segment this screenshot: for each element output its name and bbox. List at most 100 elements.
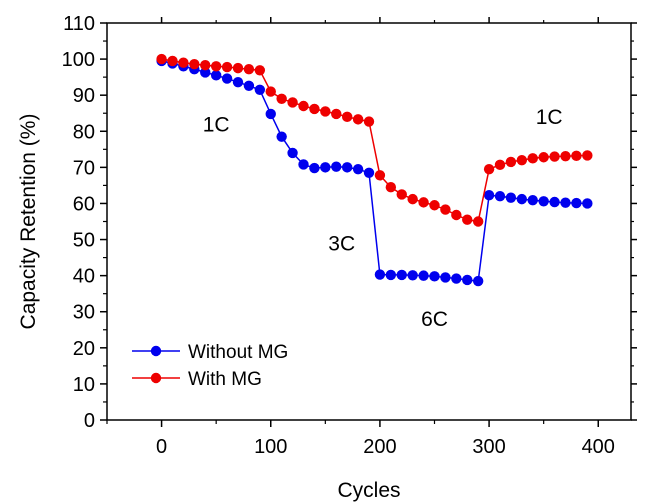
x-tick-label: 300 (472, 436, 505, 458)
data-point (156, 53, 167, 65)
data-point (407, 193, 418, 205)
data-point (352, 114, 364, 125)
y-tick-label: 30 (73, 302, 95, 324)
series-line (161, 58, 588, 223)
rate-annotation: 3C (328, 232, 355, 255)
x-axis-title: Cycles (337, 479, 400, 502)
data-point (320, 162, 331, 173)
x-tick-label: 200 (363, 436, 396, 458)
data-point (407, 270, 418, 281)
data-point (243, 63, 255, 75)
data-point (331, 161, 342, 172)
data-point (462, 214, 473, 225)
data-point (429, 200, 440, 211)
plot-frame (106, 22, 632, 421)
annotation-layer: 1C 3C 6C 1C (203, 106, 563, 331)
data-point (200, 67, 211, 78)
data-point (418, 270, 429, 281)
data-point (396, 269, 407, 281)
series-1 (156, 53, 593, 227)
data-point (472, 216, 484, 227)
data-point (440, 272, 451, 283)
y-tick-label: 0 (84, 410, 95, 432)
series-layer (156, 53, 593, 287)
data-point (276, 93, 287, 104)
data-point (560, 197, 571, 208)
data-point (418, 197, 429, 208)
data-point (298, 100, 309, 112)
data-point (254, 84, 266, 95)
data-point (396, 189, 407, 200)
tick-layer: 0 100 200 300 400 0 10 20 30 40 50 60 70 80 90 100 110 (62, 13, 637, 458)
data-point (200, 60, 211, 71)
x-tick-label: 400 (582, 436, 615, 458)
y-tick-label: 100 (62, 49, 95, 71)
series-0 (156, 55, 593, 287)
legend: Without MG With MG (132, 342, 288, 390)
rate-annotation: 1C (536, 106, 563, 129)
data-point (560, 150, 571, 162)
data-point (341, 162, 353, 173)
data-point (549, 151, 560, 162)
data-point (571, 197, 582, 209)
data-point (210, 61, 222, 72)
data-point (385, 182, 397, 193)
data-point (341, 111, 353, 123)
y-tick-label: 50 (73, 230, 95, 252)
plot-border (106, 22, 632, 421)
y-tick-label: 110 (63, 13, 95, 35)
data-point (210, 70, 222, 81)
data-point (374, 170, 386, 181)
data-point (582, 198, 593, 209)
data-point (287, 97, 298, 108)
rate-annotation: 6C (421, 308, 448, 331)
data-point (189, 58, 200, 70)
data-point (221, 73, 233, 84)
data-point (516, 193, 528, 205)
data-point (363, 167, 375, 178)
data-point (385, 269, 397, 281)
rate-annotation: 1C (203, 113, 230, 136)
data-point (527, 195, 538, 206)
data-point (494, 191, 506, 202)
data-point (265, 86, 276, 97)
data-point (451, 209, 462, 221)
data-point (221, 61, 233, 73)
legend-marker (150, 372, 162, 384)
data-point (440, 204, 451, 215)
legend-label: With MG (188, 369, 262, 390)
data-point (331, 108, 342, 120)
data-point (571, 150, 582, 162)
y-tick-label: 80 (73, 121, 95, 143)
y-tick-label: 40 (73, 266, 95, 288)
data-point (309, 103, 320, 115)
data-point (298, 159, 309, 170)
y-axis-title: Capacity Retention (%) (17, 114, 40, 330)
data-point (232, 62, 244, 74)
data-point (178, 57, 189, 68)
data-point (167, 55, 178, 67)
data-point (276, 131, 287, 142)
data-point (462, 274, 473, 286)
data-point (582, 150, 593, 161)
y-tick-label: 90 (73, 85, 95, 107)
data-point (538, 152, 549, 163)
series-line (161, 60, 588, 282)
data-point (549, 196, 560, 208)
data-point (287, 147, 298, 159)
data-point (527, 153, 538, 164)
data-point (309, 162, 320, 174)
legend-label: Without MG (188, 342, 288, 363)
data-point (352, 163, 364, 175)
y-tick-label: 20 (73, 338, 95, 360)
data-point (505, 156, 517, 168)
data-point (363, 116, 375, 127)
legend-marker (150, 345, 162, 357)
y-tick-label: 70 (73, 157, 95, 179)
data-point (243, 80, 255, 91)
data-point (472, 275, 484, 287)
data-point (254, 65, 266, 76)
data-point (451, 273, 462, 284)
